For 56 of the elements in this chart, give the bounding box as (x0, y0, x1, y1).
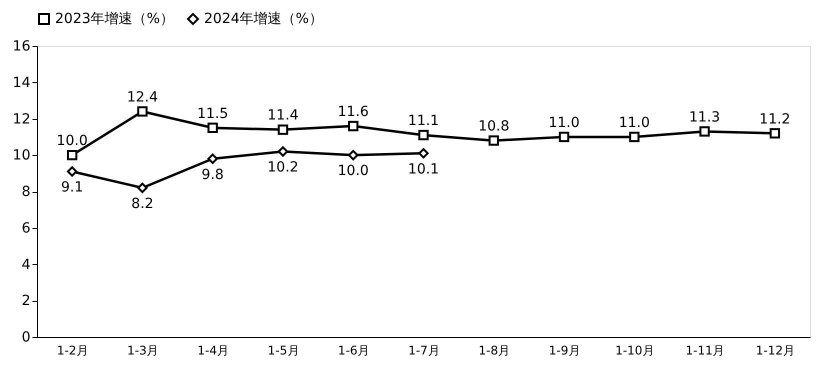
data-label: 11.3 (689, 109, 720, 126)
point (137, 182, 148, 194)
point (418, 130, 429, 140)
y-tick-label: 0 (22, 330, 30, 346)
point (348, 120, 358, 132)
data-label: 11.4 (267, 108, 299, 124)
data-label: 9.1 (61, 179, 84, 196)
x-tick-label: 1-3月 (127, 344, 159, 358)
data-label: 11.6 (338, 104, 369, 120)
point (66, 150, 78, 160)
y-tick-label: 2 (22, 293, 30, 310)
data-label: 11.2 (759, 111, 790, 128)
legend-label: 2024年增速（%） (204, 11, 323, 27)
data-label: 11.0 (548, 114, 580, 131)
x-tick-label: 1-9月 (548, 344, 580, 358)
data-label: 10.2 (267, 159, 299, 176)
x-tick-label: 1-10月 (615, 344, 654, 358)
y-tick-label: 4 (22, 256, 31, 273)
y-tick-label: 12 (12, 111, 30, 128)
point (699, 126, 710, 137)
data-label: 9.8 (202, 166, 224, 183)
y-tick-label: 16 (12, 38, 31, 54)
data-label: 10.0 (56, 133, 88, 150)
x-tick-label: 1-7月 (408, 344, 440, 358)
y-tick-label: 10 (12, 148, 30, 164)
point (629, 132, 640, 142)
point (558, 132, 570, 142)
data-label: 10.0 (338, 163, 369, 180)
point (770, 128, 780, 138)
x-tick-label: 1-6月 (338, 344, 370, 358)
data-label: 10.8 (478, 118, 510, 135)
data-label: 11.1 (408, 113, 440, 130)
point (348, 150, 358, 160)
data-label: 11.0 (618, 114, 650, 131)
point (418, 148, 429, 158)
point (137, 106, 148, 117)
point (208, 122, 218, 134)
point (488, 135, 499, 146)
y-tick-label: 8 (22, 184, 30, 200)
x-tick-label: 1-12月 (756, 344, 795, 358)
x-tick-label: 1-11月 (685, 344, 725, 358)
data-label: 10.1 (408, 161, 440, 178)
y-tick-label: 6 (22, 220, 31, 236)
legend-label: 2023年增速（%） (55, 11, 174, 27)
point (278, 124, 288, 135)
x-tick-label: 1-8月 (478, 344, 510, 358)
point (66, 166, 78, 177)
x-tick-label: 1-4月 (197, 344, 229, 358)
y-tick-label: 14 (12, 74, 31, 91)
point (208, 154, 218, 164)
point (278, 146, 288, 157)
data-label: 8.2 (131, 196, 154, 212)
data-label: 11.5 (197, 106, 228, 122)
x-tick-label: 1-2月 (56, 344, 88, 358)
x-tick-label: 1-5月 (268, 344, 300, 358)
data-label: 12.4 (126, 89, 158, 106)
